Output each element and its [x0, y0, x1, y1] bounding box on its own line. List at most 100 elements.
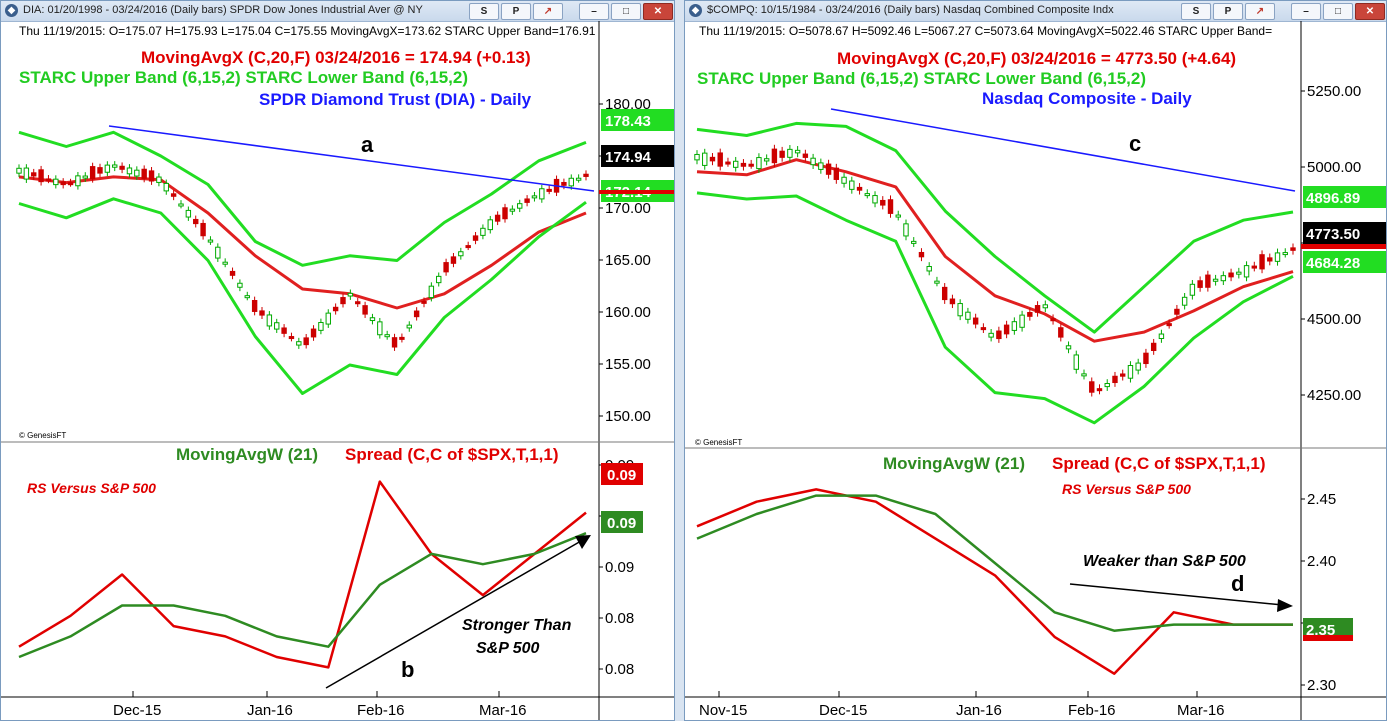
candle-body — [391, 337, 398, 348]
dia-titlebar[interactable]: ◆ DIA: 01/20/1998 - 03/24/2016 (Daily ba… — [1, 1, 674, 22]
candle-body — [717, 152, 723, 167]
ma-marker — [1301, 244, 1386, 249]
candle-body — [1150, 342, 1157, 351]
candle-body — [259, 310, 265, 316]
maximize-button[interactable]: □ — [611, 3, 641, 20]
candle-body — [303, 337, 309, 346]
candle-body — [82, 175, 88, 179]
s-button[interactable]: S — [1181, 3, 1211, 20]
series-movingavgx — [18, 175, 587, 310]
maximize-button[interactable]: □ — [1323, 3, 1353, 20]
price-tick-label: 5000.00 — [1307, 159, 1361, 176]
candle-body — [340, 297, 346, 305]
candle-body — [1205, 274, 1211, 288]
candle-body — [1143, 352, 1149, 365]
link-icon[interactable]: ↗ — [533, 3, 563, 20]
minimize-button[interactable]: – — [579, 3, 609, 20]
compq-chart-window[interactable]: ◆ $COMPQ: 10/15/1984 - 03/24/2016 (Daily… — [684, 0, 1387, 721]
candle-body — [546, 188, 552, 192]
upper-badge: 4896.89 — [1306, 190, 1360, 207]
candle-body — [318, 322, 324, 331]
date-label: Dec-15 — [113, 702, 161, 719]
candle-body — [1259, 254, 1265, 270]
close-button[interactable]: ✕ — [643, 3, 673, 20]
link-icon[interactable]: ↗ — [1245, 3, 1275, 20]
candle-body — [244, 295, 250, 299]
candle-body — [509, 208, 516, 212]
dia-chart-window[interactable]: ◆ DIA: 01/20/1998 - 03/24/2016 (Daily ba… — [0, 0, 675, 721]
candle-body — [355, 301, 361, 305]
candle-body — [119, 165, 125, 170]
compq-titlebar[interactable]: ◆ $COMPQ: 10/15/1984 - 03/24/2016 (Daily… — [685, 1, 1386, 22]
candle-body — [911, 240, 917, 244]
candle-body — [934, 280, 940, 284]
candle-body — [771, 148, 778, 164]
candle-body — [1197, 280, 1203, 288]
app-icon: ◆ — [5, 4, 18, 17]
ma-legend: MovingAvgX (C,20,F) 03/24/2016 = 174.94 … — [141, 48, 531, 67]
chart-title: SPDR Diamond Trust (DIA) - Daily — [259, 90, 532, 109]
date-label: Mar-16 — [479, 702, 527, 719]
compq-chart-svg: Thu 11/19/2015: O=5078.67 H=5092.46 L=50… — [685, 21, 1386, 720]
candle-body — [856, 186, 863, 191]
candle-body — [384, 334, 390, 338]
candle-body — [288, 336, 295, 340]
candle-body — [941, 286, 948, 301]
p-button[interactable]: P — [1213, 3, 1243, 20]
candle-body — [502, 207, 508, 220]
candle-body — [347, 292, 354, 297]
candle-body — [740, 162, 747, 167]
series-movingavgw — [18, 532, 587, 659]
close-badge: 4773.50 — [1306, 226, 1360, 243]
candle-body — [1127, 365, 1134, 379]
date-axis-labels: Nov-15 Dec-15 Jan-16 Feb-16 Mar-16 — [699, 691, 1225, 719]
candle-body — [141, 168, 147, 179]
ma-legend: MovingAvgX (C,20,F) 03/24/2016 = 4773.50… — [837, 49, 1236, 68]
trend-line-down — [108, 125, 595, 192]
candle-body — [1220, 275, 1227, 282]
candle-body — [1027, 312, 1033, 317]
date-label: Mar-16 — [1177, 702, 1225, 719]
candle-body — [1166, 323, 1172, 327]
p-button[interactable]: P — [501, 3, 531, 20]
close-badge-bg — [1303, 222, 1386, 244]
chart-title: Nasdaq Composite - Daily — [982, 89, 1192, 108]
lower-tick-label: 0.08 — [605, 610, 634, 627]
candle-body — [825, 163, 832, 175]
candle-body — [1135, 362, 1141, 371]
candle-body — [918, 251, 925, 258]
candle-body — [1011, 321, 1018, 331]
candle-body — [45, 178, 52, 182]
candle-body — [472, 235, 479, 241]
candle-body — [332, 306, 339, 312]
candle-body — [1236, 271, 1242, 275]
app-icon: ◆ — [689, 4, 702, 17]
candle-body — [1212, 278, 1219, 282]
lower-axis-labels: 2.45 2.40 2.35 2.30 — [1301, 491, 1336, 694]
price-tick-label: 4250.00 — [1307, 387, 1361, 404]
candle-body — [733, 160, 739, 168]
close-button[interactable]: ✕ — [1355, 3, 1385, 20]
candle-body — [694, 153, 700, 161]
candle-body — [561, 181, 567, 186]
candle-body — [763, 158, 770, 162]
price-axis-labels: 180.00175.00170.00165.00160.00155.00150.… — [599, 96, 651, 425]
candlesticks — [694, 144, 1296, 397]
upper-badge-bg — [601, 109, 674, 131]
candle-body — [1282, 252, 1288, 256]
dia-chart-svg: Thu 11/19/2015: O=175.07 H=175.93 L=175.… — [1, 21, 674, 720]
s-button[interactable]: S — [469, 3, 499, 20]
candle-body — [23, 167, 30, 180]
minimize-button[interactable]: – — [1291, 3, 1321, 20]
candle-body — [362, 305, 368, 315]
lower-tick-label: 0.09 — [605, 559, 634, 576]
candle-body — [1112, 375, 1118, 384]
candle-body — [494, 214, 501, 222]
candle-body — [67, 182, 74, 186]
candle-body — [1189, 283, 1196, 296]
candle-body — [60, 181, 66, 186]
info-line: Thu 11/19/2015: O=175.07 H=175.93 L=175.… — [19, 24, 596, 38]
candle-body — [841, 176, 847, 184]
lower-badge: 4684.28 — [1306, 255, 1360, 272]
candle-body — [170, 193, 177, 197]
